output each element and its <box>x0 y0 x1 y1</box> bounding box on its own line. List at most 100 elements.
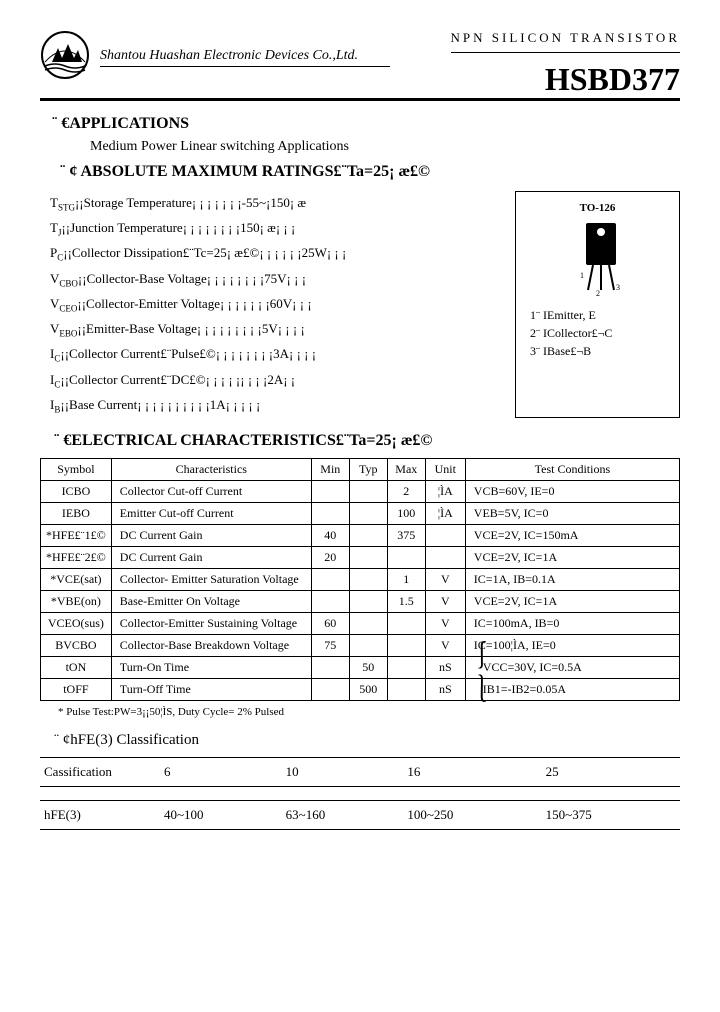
table-cell <box>311 591 349 613</box>
classification-data-row: hFE(3)40~10063~160100~250150~375 <box>40 801 680 830</box>
table-cell: IEBO <box>41 503 112 525</box>
table-row: BVCBOCollector-Base Breakdown Voltage75V… <box>41 635 680 657</box>
table-cell <box>349 481 387 503</box>
applications-text: Medium Power Linear switching Applicatio… <box>90 139 680 155</box>
table-cell: V <box>425 635 465 657</box>
table-cell: IC=1A, IB=0.1A <box>465 569 679 591</box>
cls-header-cell: 16 <box>403 758 541 787</box>
cls-header-cell: Cassification <box>40 758 160 787</box>
table-cell: DC Current Gain <box>111 525 311 547</box>
header-divider <box>40 98 680 101</box>
cls-data-cell: 63~160 <box>282 801 404 830</box>
table-cell: Base-Emitter On Voltage <box>111 591 311 613</box>
table-cell: tON <box>41 657 112 679</box>
table-cell <box>311 679 349 701</box>
table-header: Symbol <box>41 459 112 481</box>
table-cell: *HFE£¨2£© <box>41 547 112 569</box>
table-cell: VCEO(sus) <box>41 613 112 635</box>
table-cell <box>349 503 387 525</box>
table-cell: VCB=60V, IE=0 <box>465 481 679 503</box>
table-cell: IC=100¦ÌA, IE=0 <box>465 635 679 657</box>
rating-row: IB¡¡Base Current¡ ¡ ¡ ¡ ¡ ¡ ¡ ¡ ¡ ¡1A¡ ¡… <box>50 393 495 418</box>
table-row: *HFE£¨1£©DC Current Gain40375VCE=2V, IC=… <box>41 525 680 547</box>
pin-line: 3¨ IBase£¬B <box>530 344 671 359</box>
table-cell: V <box>425 591 465 613</box>
table-cell: Collector-Emitter Sustaining Voltage <box>111 613 311 635</box>
rating-row: PC¡¡Collector Dissipation£¨Tc=25¡ æ£©¡ ¡… <box>50 241 495 266</box>
table-cell <box>349 591 387 613</box>
ratings-list: TSTG¡¡Storage Temperature¡ ¡ ¡ ¡ ¡ ¡ ¡-5… <box>40 191 495 418</box>
table-cell: VEB=5V, IC=0 <box>465 503 679 525</box>
header-right: NPN SILICON TRANSISTOR HSBD377 <box>451 30 681 98</box>
table-cell <box>311 503 349 525</box>
rating-row: VCBO¡¡Collector-Base Voltage¡ ¡ ¡ ¡ ¡ ¡ … <box>50 267 495 292</box>
applications-title: ¨ €APPLICATIONS <box>52 115 680 133</box>
table-cell: Collector-Base Breakdown Voltage <box>111 635 311 657</box>
table-cell: *VCE(sat) <box>41 569 112 591</box>
cls-header-cell: 10 <box>282 758 404 787</box>
table-cell: 75 <box>311 635 349 657</box>
rating-row: VEBO¡¡Emitter-Base Voltage¡ ¡ ¡ ¡ ¡ ¡ ¡ … <box>50 317 495 342</box>
classification-title: ¨ ¢hFE(3) Classification <box>54 732 680 749</box>
ratings-area: TSTG¡¡Storage Temperature¡ ¡ ¡ ¡ ¡ ¡ ¡-5… <box>40 191 680 418</box>
table-cell <box>387 679 425 701</box>
table-cell <box>311 481 349 503</box>
table-cell: Turn-On Time <box>111 657 311 679</box>
table-cell <box>425 525 465 547</box>
table-cell: *HFE£¨1£© <box>41 525 112 547</box>
table-cell: Turn-Off Time <box>111 679 311 701</box>
svg-text:3: 3 <box>616 283 620 292</box>
table-cell <box>349 569 387 591</box>
table-row: IEBOEmitter Cut-off Current 100¦ÌAVEB=5V,… <box>41 503 680 525</box>
table-cell: 1 <box>387 569 425 591</box>
table-row: *HFE£¨2£©DC Current Gain20VCE=2V, IC=1A <box>41 547 680 569</box>
table-cell <box>349 547 387 569</box>
package-drawing: 1 2 3 <box>558 218 638 298</box>
table-cell: *VBE(on) <box>41 591 112 613</box>
table-cell: nS <box>425 657 465 679</box>
table-header: Max <box>387 459 425 481</box>
table-cell: ¦ÌA <box>425 503 465 525</box>
company-name: Shantou Huashan Electronic Devices Co.,L… <box>100 48 390 67</box>
table-cell <box>387 547 425 569</box>
table-cell: IC=100mA, IB=0 <box>465 613 679 635</box>
table-cell: ⎰ VCC=30V, IC=0.5A <box>465 657 679 679</box>
electrical-table: SymbolCharacteristicsMinTypMaxUnitTest C… <box>40 458 680 701</box>
table-cell: VCE=2V, IC=1A <box>465 547 679 569</box>
table-cell: 40 <box>311 525 349 547</box>
part-number: HSBD377 <box>451 61 681 98</box>
table-cell <box>349 613 387 635</box>
header: Shantou Huashan Electronic Devices Co.,L… <box>40 30 680 80</box>
table-row: ICBOCollector Cut-off Current2¦ÌAVCB=60V… <box>41 481 680 503</box>
cls-header-cell: 6 <box>160 758 282 787</box>
table-cell: Emitter Cut-off Current <box>111 503 311 525</box>
company-logo <box>40 30 90 80</box>
table-row: *VBE(on)Base-Emitter On Voltage1.5VVCE=2… <box>41 591 680 613</box>
classification-table: Cassification6101625 hFE(3)40~10063~1601… <box>40 757 680 830</box>
table-header: Test Conditions <box>465 459 679 481</box>
table-cell: ⎱ IB1=-IB2=0.05A <box>465 679 679 701</box>
cls-data-cell: 150~375 <box>542 801 680 830</box>
table-cell <box>311 657 349 679</box>
table-cell: ¦ÌA <box>425 481 465 503</box>
table-header: Characteristics <box>111 459 311 481</box>
table-header: Min <box>311 459 349 481</box>
table-cell: V <box>425 569 465 591</box>
table-cell: 50 <box>349 657 387 679</box>
table-row: VCEO(sus)Collector-Emitter Sustaining Vo… <box>41 613 680 635</box>
table-cell: V <box>425 613 465 635</box>
ratings-title: ¨ ¢ ABSOLUTE MAXIMUM RATINGS£¨Ta=25¡ æ£© <box>60 163 680 181</box>
table-header: Typ <box>349 459 387 481</box>
cls-data-cell: 100~250 <box>403 801 541 830</box>
table-cell: 100 <box>387 503 425 525</box>
cls-data-cell: 40~100 <box>160 801 282 830</box>
table-cell <box>311 569 349 591</box>
table-cell: 500 <box>349 679 387 701</box>
table-cell: 1.5 <box>387 591 425 613</box>
cls-header-cell: 25 <box>542 758 680 787</box>
product-type: NPN SILICON TRANSISTOR <box>451 30 681 53</box>
svg-text:2: 2 <box>596 289 600 298</box>
pin-line: 2¨ ICollector£¬C <box>530 326 671 341</box>
package-box: TO-126 1 2 3 1¨ IEmitter, E2¨ ICollector… <box>515 191 680 418</box>
table-cell <box>425 547 465 569</box>
